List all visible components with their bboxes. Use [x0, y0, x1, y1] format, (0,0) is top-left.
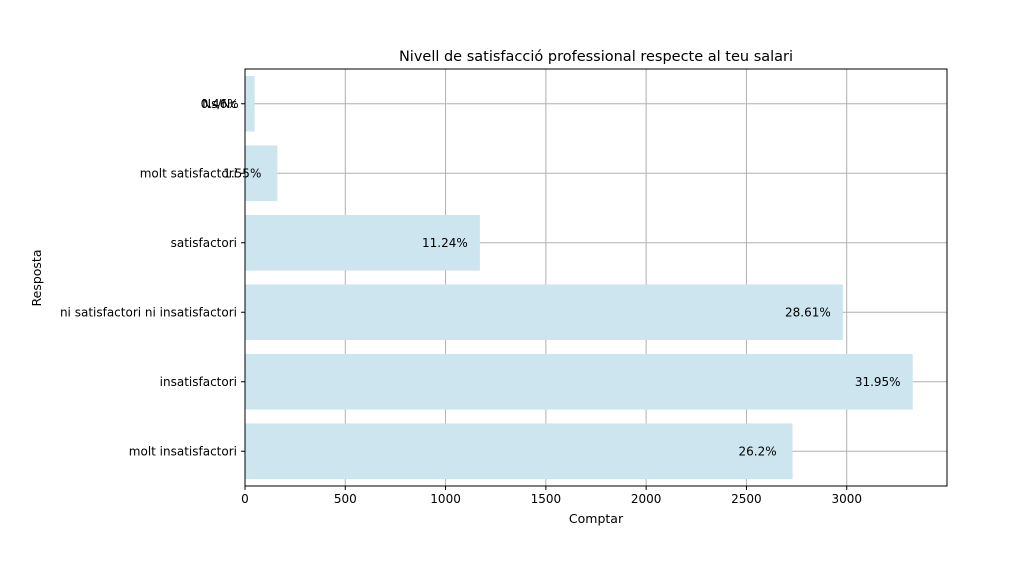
- y-tick-label: molt insatisfactori: [129, 444, 237, 458]
- bar: [245, 145, 278, 202]
- bars: [245, 75, 913, 480]
- y-tick-label: ni satisfactori ni insatisfactori: [60, 305, 237, 319]
- x-axis-label: Comptar: [569, 511, 624, 526]
- x-tick-label: 0: [241, 492, 249, 506]
- data-label: 31.95%: [855, 375, 901, 389]
- bar: [245, 284, 843, 341]
- bar: [245, 214, 480, 271]
- x-tick-label: 1500: [531, 492, 562, 506]
- plot-frame: [244, 68, 948, 487]
- chart-title: Nivell de satisfacció professional respe…: [399, 49, 793, 65]
- y-axis-ticks: molt insatisfactori insatisfactori ni sati…: [60, 97, 245, 458]
- data-label: 0.46%: [201, 97, 239, 111]
- data-label: 28.61%: [785, 305, 831, 319]
- data-label: 11.24%: [422, 236, 468, 250]
- data-labels: 26.2%31.95%28.61%11.24%1.55%0.46%: [201, 97, 901, 459]
- y-tick-label: molt satisfactori: [140, 166, 237, 180]
- x-tick-label: 2500: [731, 492, 762, 506]
- x-tick-label: 3000: [831, 492, 862, 506]
- bar: [245, 423, 793, 480]
- data-label: 26.2%: [738, 444, 776, 458]
- x-axis-ticks: 0 500 1000 1500 2000 2500 3000: [241, 486, 862, 506]
- x-tick-label: 500: [334, 492, 357, 506]
- x-tick-label: 1000: [430, 492, 461, 506]
- y-axis-label: Resposta: [29, 250, 44, 307]
- y-tick-label: satisfactori: [171, 236, 237, 250]
- x-tick-label: 2000: [631, 492, 662, 506]
- y-tick-label: insatisfactori: [160, 375, 237, 389]
- bar: [245, 353, 913, 410]
- bar: [245, 75, 255, 132]
- y-tick-label: Ns/Nc: [202, 97, 237, 111]
